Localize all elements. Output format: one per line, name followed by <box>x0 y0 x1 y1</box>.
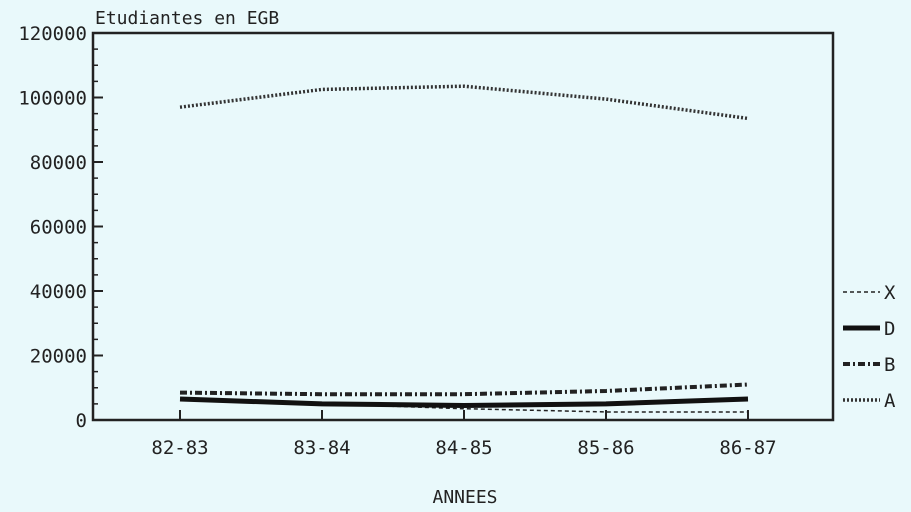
x-tick-label: 85-86 <box>577 437 634 459</box>
series-layer <box>179 84 749 413</box>
plot-frame <box>91 31 835 422</box>
series-line-b <box>179 382 749 397</box>
legend-label-d: D <box>884 318 895 340</box>
y-tick-label: 120000 <box>18 23 87 45</box>
y-tick-label: 0 <box>76 410 87 432</box>
x-axis-label: ANNEES <box>432 487 497 508</box>
y-tick-label: 40000 <box>30 281 87 303</box>
x-tick-label: 86-87 <box>719 437 776 459</box>
x-tick-label: 82-83 <box>151 437 208 459</box>
y-tick-label: 60000 <box>30 217 87 239</box>
legend-label-x: X <box>884 282 896 304</box>
legend-label-a: A <box>884 390 896 412</box>
x-tick-label: 83-84 <box>293 437 350 459</box>
y-tick-label: 100000 <box>18 88 87 110</box>
x-axis: 82-83 83-84 84-85 85-86 86-87 <box>151 410 777 459</box>
y-tick-label: 80000 <box>30 152 87 174</box>
series-line-a <box>179 84 749 121</box>
y-axis: 0 20000 40000 60000 80000 100000 120000 <box>18 23 103 432</box>
x-tick-label: 84-85 <box>435 437 492 459</box>
legend-label-b: B <box>884 354 895 376</box>
series-line-d <box>179 396 749 408</box>
chart-title: Etudiantes en EGB <box>95 8 279 29</box>
y-tick-label: 20000 <box>30 346 87 368</box>
